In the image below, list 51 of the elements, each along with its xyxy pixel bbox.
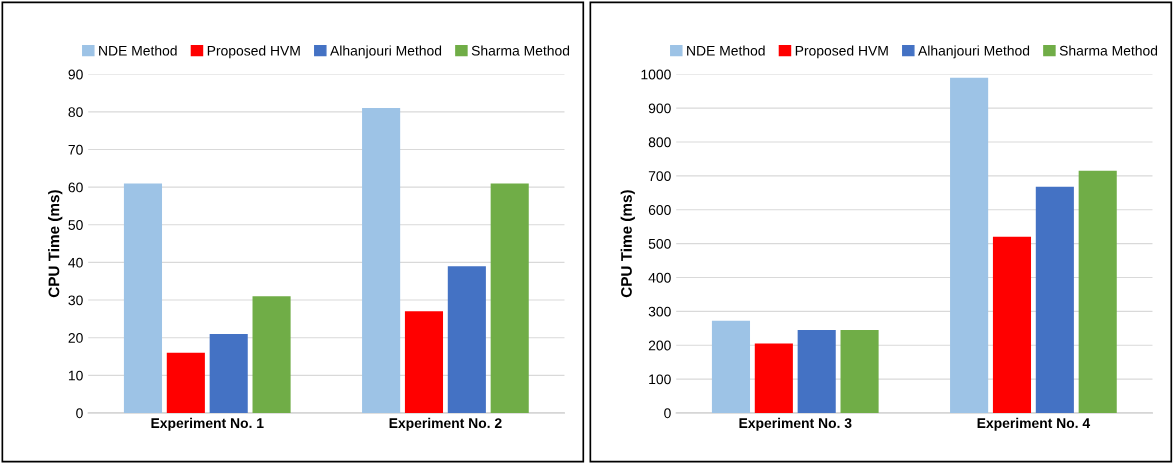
legend-label: Proposed HVM xyxy=(207,45,300,59)
legend-label: Sharma Method xyxy=(1059,45,1158,56)
bar xyxy=(754,343,793,413)
bar xyxy=(1035,186,1074,413)
y-tick-label: 300 xyxy=(648,306,671,317)
bar xyxy=(1078,170,1117,413)
bar xyxy=(123,183,163,413)
y-tick-label: 600 xyxy=(648,205,671,215)
y-tick-label: 90 xyxy=(68,69,83,80)
y-tick-label: 50 xyxy=(68,220,83,230)
y-tick-label: 20 xyxy=(68,333,83,343)
y-tick-label: 0 xyxy=(76,408,83,419)
y-axis-title: CPU Time (ms) xyxy=(620,190,635,298)
x-tick-label: Experiment No. 2 xyxy=(389,417,502,431)
legend-label: Alhanjouri Method xyxy=(330,45,442,59)
y-tick-label: 70 xyxy=(68,144,83,155)
legend-label: Alhanjouri Method xyxy=(918,45,1030,59)
legend-label: Proposed HVM xyxy=(795,45,888,59)
bar xyxy=(209,333,248,413)
y-tick-label: 200 xyxy=(648,340,671,351)
bar xyxy=(166,352,205,413)
bar xyxy=(447,266,486,413)
bar xyxy=(992,236,1032,413)
bar xyxy=(404,311,444,413)
x-tick-label: Experiment No. 4 xyxy=(977,417,1091,431)
y-tick-label: 1000 xyxy=(641,69,671,80)
y-tick-label: 30 xyxy=(68,295,83,306)
bar xyxy=(950,77,989,413)
y-tick-label: 40 xyxy=(68,257,83,268)
bar xyxy=(362,108,401,413)
legend-label: Sharma Method xyxy=(471,45,570,56)
y-tick-label: 60 xyxy=(68,182,83,193)
x-tick-label: Experiment No. 1 xyxy=(151,417,264,431)
bar xyxy=(797,329,836,413)
bar xyxy=(490,183,529,413)
y-axis-title: CPU Time (ms) xyxy=(48,190,63,298)
bar xyxy=(840,329,879,413)
y-tick-label: 800 xyxy=(648,137,671,148)
x-tick-label: Experiment No. 3 xyxy=(739,417,852,431)
bar xyxy=(252,296,291,413)
legend-label: NDE Method xyxy=(99,45,177,56)
bar xyxy=(711,320,751,413)
y-tick-label: 900 xyxy=(648,103,671,114)
y-tick-label: 700 xyxy=(648,171,671,182)
y-tick-label: 100 xyxy=(649,374,671,385)
y-tick-label: 400 xyxy=(648,272,671,283)
legend-label: NDE Method xyxy=(687,45,765,56)
y-tick-label: 0 xyxy=(664,408,671,419)
y-tick-label: 10 xyxy=(68,370,83,381)
y-tick-label: 500 xyxy=(648,238,671,249)
y-tick-label: 80 xyxy=(68,107,83,118)
